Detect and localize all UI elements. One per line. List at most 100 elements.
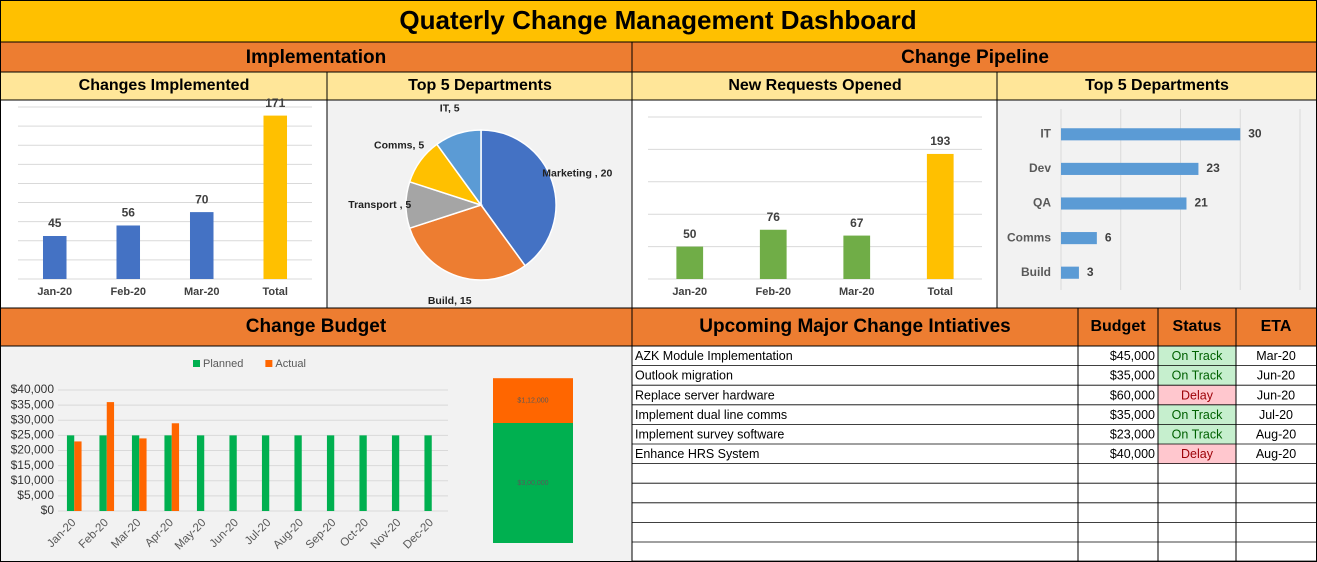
bar (843, 235, 871, 279)
dashboard-title: Quaterly Change Management Dashboard (399, 5, 916, 35)
status-cell (1158, 424, 1236, 444)
y-tick-label: $5,000 (17, 488, 54, 502)
status-cell (1158, 385, 1236, 405)
y-tick-label: $40,000 (11, 382, 55, 396)
status: On Track (1172, 349, 1223, 363)
bar (1061, 197, 1187, 210)
data-label: Comms, 5 (374, 139, 424, 151)
data-label: Build, 15 (428, 295, 472, 307)
legend-swatch (265, 360, 273, 367)
status-cell (1158, 365, 1236, 386)
eta: Aug-20 (1256, 427, 1296, 441)
data-label: Marketing , 20 (542, 167, 612, 179)
status-cell (1158, 444, 1236, 464)
initiative: Outlook migration (635, 369, 733, 383)
pie-slice (408, 204, 527, 281)
bar (359, 435, 367, 511)
budget: $45,000 (1110, 349, 1155, 363)
section-title: Change Budget (246, 316, 387, 337)
x-tick-label: Total (928, 286, 953, 298)
y-tick-label: IT (1040, 126, 1051, 140)
initiative: Enhance HRS System (635, 447, 759, 461)
bar (164, 435, 172, 511)
bar (424, 435, 432, 511)
budget: $35,000 (1110, 408, 1155, 422)
status: On Track (1172, 427, 1223, 441)
x-tick-label: Mar-20 (839, 286, 874, 298)
subheader-bar (0, 72, 1317, 100)
bar (229, 435, 237, 511)
data-label: $3,00,000 (517, 480, 548, 487)
data-label: 70 (195, 192, 209, 206)
chart-title: Top 5 Departments (1085, 77, 1229, 94)
status: On Track (1172, 369, 1223, 383)
legend-label: Planned (203, 358, 243, 370)
bar (171, 423, 180, 511)
y-tick-label: $0 (41, 503, 55, 517)
column-header: Status (1173, 318, 1222, 335)
data-label: 193 (930, 134, 950, 148)
initiative: AZK Module Implementation (635, 349, 793, 363)
bar (1061, 162, 1199, 175)
y-tick-label: QA (1033, 196, 1051, 210)
initiative: Replace server hardware (635, 388, 775, 402)
bar (493, 423, 573, 543)
status: On Track (1172, 408, 1223, 422)
bar (294, 435, 302, 511)
x-tick-label: Mar-20 (184, 286, 219, 298)
data-label: IT, 5 (440, 102, 460, 114)
bar (74, 441, 82, 511)
data-label: 76 (767, 210, 781, 224)
y-tick-label: $20,000 (11, 443, 55, 457)
bar (66, 435, 75, 511)
status-cell (1158, 404, 1236, 425)
bar (493, 378, 573, 423)
data-label: 6 (1105, 230, 1112, 244)
bar (1061, 266, 1079, 279)
bar (106, 402, 115, 511)
eta: Aug-20 (1256, 447, 1296, 461)
section-title: Change Pipeline (901, 47, 1049, 68)
bar (391, 435, 400, 511)
x-tick-label: Total (263, 286, 288, 298)
y-tick-label: Dev (1029, 161, 1051, 175)
bar (116, 225, 141, 279)
data-label: 3 (1087, 265, 1094, 279)
data-label: 56 (122, 206, 136, 220)
bar (1061, 128, 1241, 141)
budget: $35,000 (1110, 369, 1155, 383)
section-bar (0, 42, 1317, 72)
column-header: ETA (1261, 318, 1292, 335)
budget: $40,000 (1110, 447, 1155, 461)
x-tick-label: Feb-20 (756, 286, 791, 298)
y-tick-label: $10,000 (11, 473, 55, 487)
bar (99, 435, 107, 511)
status: Delay (1181, 447, 1214, 461)
data-label: 23 (1206, 161, 1220, 175)
initiative: Implement survey software (635, 427, 784, 441)
table-title: Upcoming Major Change Intiatives (699, 316, 1010, 337)
bar (196, 435, 205, 511)
x-tick-label: Jan-20 (37, 286, 72, 298)
y-tick-label: Comms (1007, 230, 1051, 244)
bar (759, 229, 787, 279)
pie-slice (435, 129, 482, 208)
eta: Mar-20 (1256, 349, 1296, 363)
chart-title: Top 5 Departments (408, 77, 552, 94)
eta: Jul-20 (1259, 408, 1293, 422)
column-header: Budget (1090, 318, 1146, 335)
title-bar (0, 0, 1317, 42)
x-tick-label: Feb-20 (111, 286, 146, 298)
chart-title: New Requests Opened (728, 77, 901, 94)
y-tick-label: Build (1021, 265, 1051, 279)
y-tick-label: $15,000 (11, 458, 55, 472)
status: Delay (1181, 388, 1214, 402)
bar (676, 246, 704, 279)
data-label: 30 (1248, 126, 1262, 140)
bar (926, 153, 954, 279)
bar (1061, 232, 1097, 245)
data-label: 171 (265, 96, 285, 110)
section-bar (0, 308, 1317, 346)
pie-slice (480, 129, 557, 267)
section-title: Implementation (246, 47, 386, 68)
